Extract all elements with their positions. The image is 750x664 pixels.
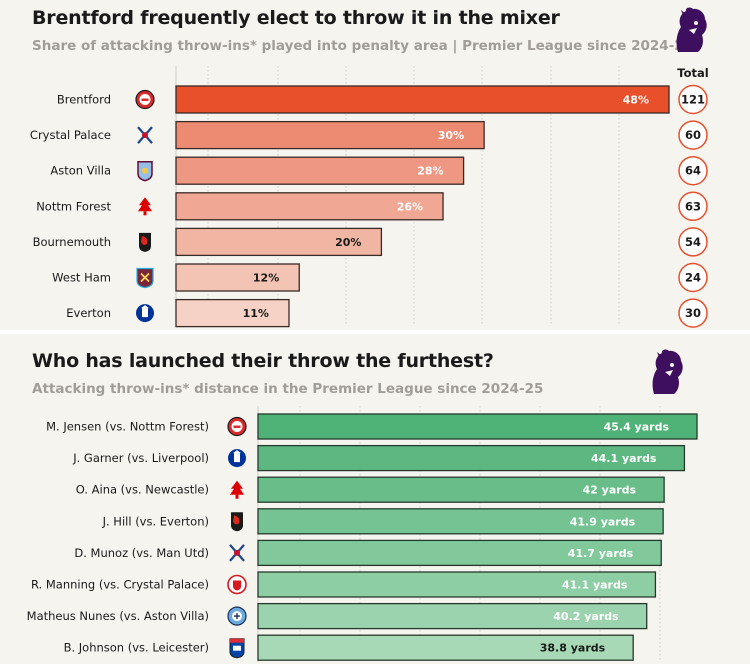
everton-crest-icon: [228, 449, 246, 468]
value-label-1: 44.1 yards: [591, 452, 657, 465]
category-label-6: Matheus Nunes (vs. Aston Villa): [27, 609, 209, 623]
total-label-5: 24: [685, 271, 701, 285]
man-city-crest-icon: [227, 606, 247, 626]
bar-1: [175, 120, 485, 150]
panel-divider: [0, 330, 750, 334]
category-label-1: J. Garner (vs. Liverpool): [72, 451, 209, 465]
category-label-5: West Ham: [52, 271, 111, 285]
category-label-4: D. Munoz (vs. Man Utd): [74, 546, 209, 560]
total-circle-4: [678, 227, 708, 257]
bar-2: [257, 476, 665, 503]
total-circle-1: [678, 120, 708, 150]
value-label-7: 38.8 yards: [540, 642, 606, 655]
bar-3: [175, 192, 444, 221]
chart-title-2: Who has launched their throw the furthes…: [32, 350, 494, 372]
value-label-5: 41.1 yards: [562, 579, 628, 592]
bar-4: [257, 539, 662, 567]
category-label-2: Aston Villa: [50, 164, 111, 178]
bar-4: [175, 227, 383, 257]
bournemouth-crest-icon: [231, 512, 243, 532]
category-label-3: J. Hill (vs. Everton): [102, 514, 209, 528]
throw-distance-chart: 45.4 yards M. Jensen (vs. Nottm Forest) 44…: [27, 406, 698, 662]
total-circle-6: [678, 298, 708, 328]
category-label-1: Crystal Palace: [30, 128, 111, 142]
bar-6: [257, 602, 648, 630]
value-label-2: 28%: [417, 165, 443, 178]
bournemouth-crest-icon: [139, 232, 151, 252]
bar-2: [175, 156, 465, 185]
total-label-2: 64: [685, 164, 701, 178]
total-label-6: 30: [685, 306, 701, 320]
crystal-palace-crest-icon: [229, 544, 245, 562]
category-label-6: Everton: [66, 306, 111, 320]
total-label-0: 121: [681, 93, 705, 107]
total-circle-5: [678, 262, 708, 293]
total-circle-2: [678, 155, 708, 186]
category-label-5: R. Manning (vs. Crystal Palace): [31, 578, 209, 592]
value-label-3: 26%: [397, 200, 423, 213]
southampton-crest-icon: [227, 574, 247, 595]
chart-subtitle-1: Share of attacking throw-ins* played int…: [32, 38, 694, 54]
nottm-forest-crest-icon: [138, 197, 152, 216]
ipswich-crest-icon: [229, 638, 245, 659]
value-label-0: 45.4 yards: [604, 421, 670, 434]
value-label-4: 41.7 yards: [568, 547, 634, 560]
everton-crest-icon: [136, 304, 154, 323]
throw-in-share-chart: 48% Brentford 121 30% Crystal Palace 60 28% Ast…: [30, 66, 708, 328]
category-label-0: Brentford: [57, 93, 111, 107]
category-label-2: O. Aina (vs. Newcastle): [76, 483, 209, 497]
crystal-palace-crest-icon: [137, 126, 153, 144]
value-label-6: 11%: [243, 307, 269, 320]
nottm-forest-crest-icon: [230, 480, 244, 499]
premier-league-lion-icon: [676, 7, 707, 52]
west-ham-crest-icon: [136, 267, 154, 289]
chart-subtitle-2: Attacking throw-ins* distance in the Pre…: [32, 381, 544, 397]
value-label-0: 48%: [623, 94, 649, 107]
category-label-3: Nottm Forest: [36, 199, 111, 213]
bar-5: [257, 571, 657, 598]
throw-distance-panel: Who has launched their throw the furthes…: [0, 334, 750, 664]
bar-3: [257, 508, 664, 535]
brentford-crest-icon: [227, 416, 247, 437]
bar-0: [175, 85, 670, 114]
category-label-7: B. Johnson (vs. Leicester): [64, 641, 209, 655]
brentford-crest-icon: [135, 89, 155, 110]
total-label-1: 60: [685, 128, 701, 142]
bar-5: [175, 263, 300, 292]
bar-7: [257, 634, 634, 661]
value-label-2: 42 yards: [583, 484, 637, 497]
bar-6: [175, 298, 290, 328]
total-label-3: 63: [685, 199, 701, 213]
category-label-4: Bournemouth: [33, 235, 111, 249]
total-label-4: 54: [685, 235, 701, 249]
throw-in-share-panel: Brentford frequently elect to throw it i…: [0, 0, 750, 330]
total-circle-3: [678, 191, 708, 222]
category-label-0: M. Jensen (vs. Nottm Forest): [46, 420, 209, 434]
value-label-5: 12%: [253, 272, 279, 285]
total-circle-0: [678, 84, 708, 115]
aston-villa-crest-icon: [137, 160, 153, 182]
value-label-6: 40.2 yards: [553, 610, 619, 623]
bar-1: [257, 444, 686, 472]
total-column-header: Total: [677, 66, 709, 80]
value-label-3: 41.9 yards: [570, 515, 636, 528]
bar-0: [257, 413, 698, 440]
chart-title-1: Brentford frequently elect to throw it i…: [32, 7, 560, 29]
value-label-1: 30%: [438, 129, 464, 142]
premier-league-lion-icon: [652, 349, 683, 394]
value-label-4: 20%: [335, 236, 361, 249]
